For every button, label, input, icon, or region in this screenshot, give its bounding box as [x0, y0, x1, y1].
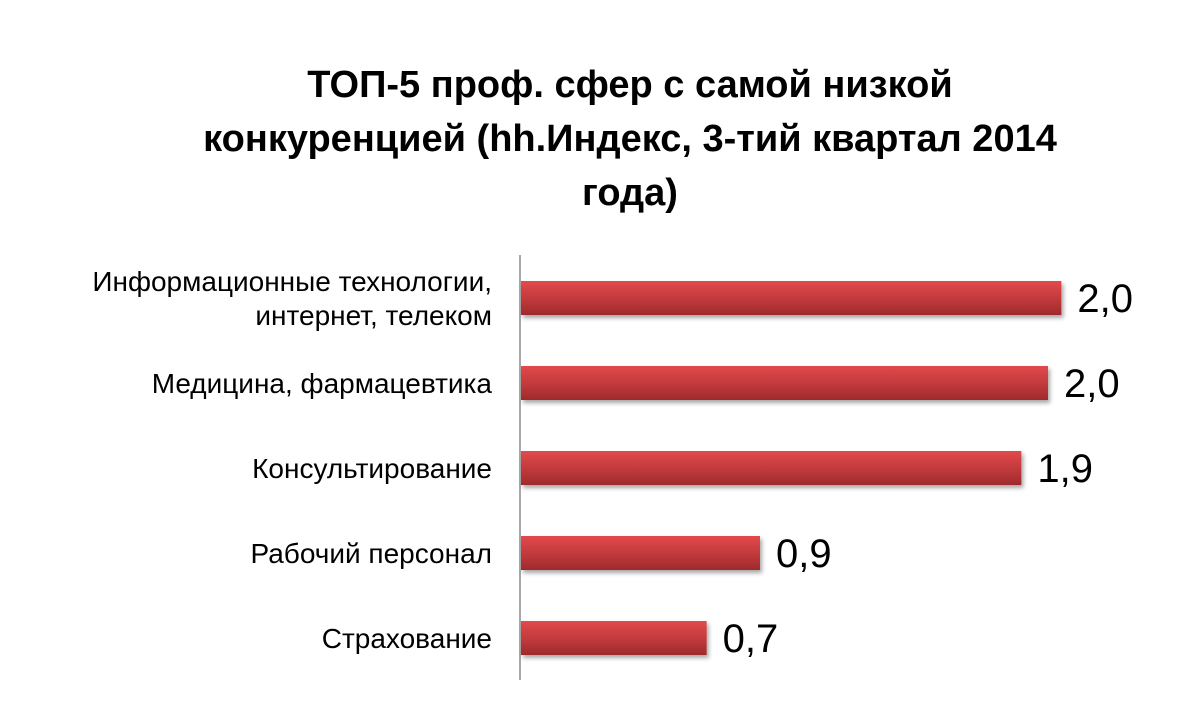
category-label-1: Медицина, фармацевтика — [152, 368, 493, 399]
data-label-4: 0,7 — [723, 617, 779, 661]
bar-4 — [521, 621, 707, 655]
category-label-0-line-1: Информационные технологии, — [92, 266, 492, 297]
category-label-4: Страхование — [322, 623, 492, 654]
bar-0 — [521, 281, 1062, 315]
chart-title-line-1: ТОП-5 проф. сфер с самой низкой — [307, 64, 953, 106]
chart-title: ТОП-5 проф. сфер с самой низкой конкурен… — [150, 58, 1110, 220]
chart-title-line-2: конкуренцией (hh.Индекс, 3-тий квартал 2… — [203, 118, 1057, 160]
chart-title-line-3: года) — [582, 172, 678, 214]
bar-2 — [521, 451, 1022, 485]
data-label-3: 0,9 — [776, 532, 832, 576]
category-label-2: Консультирование — [252, 453, 492, 484]
category-label-3: Рабочий персонал — [250, 538, 492, 569]
bar-1 — [521, 366, 1048, 400]
bar-3 — [521, 536, 760, 570]
data-label-0: 2,0 — [1077, 277, 1133, 321]
category-label-0-line-2: интернет, телеком — [255, 300, 492, 331]
data-label-1: 2,0 — [1064, 362, 1120, 406]
data-label-2: 1,9 — [1037, 447, 1093, 491]
